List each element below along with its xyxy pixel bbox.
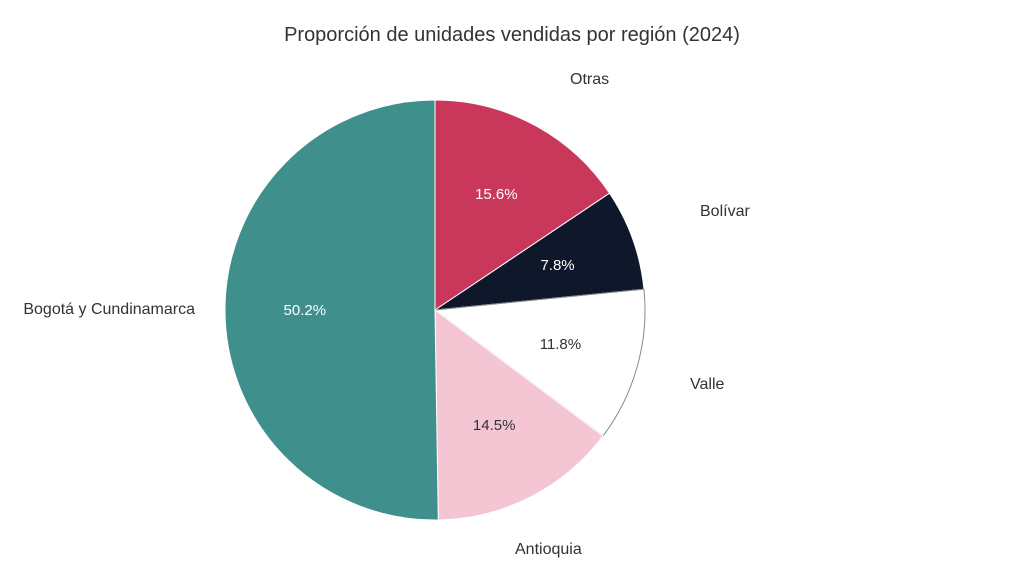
slice-percent-label: 15.6%: [475, 186, 518, 203]
slice-category-label: Valle: [690, 376, 724, 393]
pie-slice: [225, 100, 438, 520]
slice-percent-label: 50.2%: [284, 302, 327, 319]
pie-chart-container: Proporción de unidades vendidas por regi…: [0, 0, 1024, 576]
slice-percent-label: 11.8%: [540, 336, 581, 353]
slice-category-label: Bogotá y Cundinamarca: [23, 301, 195, 318]
slice-percent-label: 14.5%: [473, 417, 516, 434]
slice-percent-label: 7.8%: [540, 257, 574, 274]
pie-chart-svg: 15.6% Otras 7.8% Bolívar 11.8% Valle 14.5% Anti…: [0, 0, 1024, 576]
slice-category-label: Otras: [570, 71, 609, 88]
slice-category-label: Antioquia: [515, 541, 582, 558]
slice-category-label: Bolívar: [700, 203, 750, 220]
